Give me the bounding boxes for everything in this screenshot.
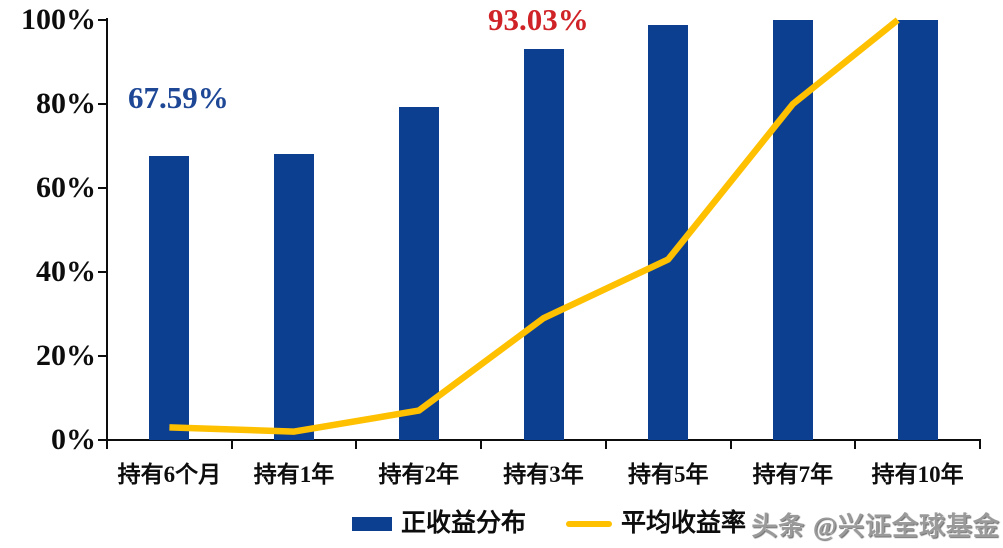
x-axis-label: 持有1年 — [253, 462, 335, 487]
x-axis-label: 持有5年 — [627, 462, 709, 487]
bar-value-annotation: 93.03% — [488, 2, 589, 37]
x-tick-mark — [729, 440, 732, 449]
bar — [398, 106, 439, 440]
bar — [274, 153, 315, 440]
x-axis-label: 持有2年 — [378, 462, 460, 487]
y-tick-mark — [98, 439, 107, 441]
x-tick-mark — [854, 440, 857, 449]
legend-item-line-series: 平均收益率 — [566, 510, 746, 538]
x-tick-mark — [979, 440, 981, 449]
x-axis-label: 持有3年 — [503, 462, 584, 487]
y-tick-label: 0% — [51, 423, 96, 456]
bar — [648, 25, 689, 440]
x-axis-label: 持有6个月 — [117, 462, 222, 487]
y-tick-label: 60% — [36, 171, 96, 204]
x-axis-line — [106, 439, 981, 441]
bar-value-annotation: 67.59% — [128, 80, 229, 115]
watermark-toutiao-account: 头条 @兴证全球基金 — [751, 512, 1000, 541]
x-tick-mark — [604, 440, 607, 449]
legend: 正收益分布 平均收益率 — [352, 510, 746, 538]
legend-item-bar-series: 正收益分布 — [352, 510, 526, 538]
y-tick-mark — [98, 271, 107, 273]
x-axis-label: 持有7年 — [752, 462, 834, 487]
x-tick-mark — [355, 440, 358, 449]
y-tick-mark — [98, 19, 107, 21]
y-tick-label: 40% — [36, 255, 96, 288]
y-tick-mark — [98, 355, 107, 357]
y-tick-label: 80% — [36, 87, 96, 120]
y-tick-mark — [98, 103, 107, 105]
bar — [523, 49, 564, 440]
bar — [772, 20, 813, 440]
bar-series-label: 正收益分布 — [401, 510, 527, 537]
bar — [149, 156, 190, 440]
line-series-swatch — [566, 521, 613, 527]
x-tick-mark — [230, 440, 233, 449]
y-axis-line — [106, 18, 108, 442]
y-tick-label: 20% — [36, 339, 96, 372]
y-tick-label: 100% — [21, 3, 96, 36]
y-tick-mark — [98, 187, 107, 189]
line-series-label: 平均收益率 — [621, 510, 747, 537]
x-tick-mark — [480, 440, 483, 449]
x-axis-label: 持有10年 — [871, 462, 964, 487]
x-tick-mark — [106, 440, 108, 449]
bar-series-swatch — [352, 517, 392, 531]
bar — [897, 20, 938, 440]
